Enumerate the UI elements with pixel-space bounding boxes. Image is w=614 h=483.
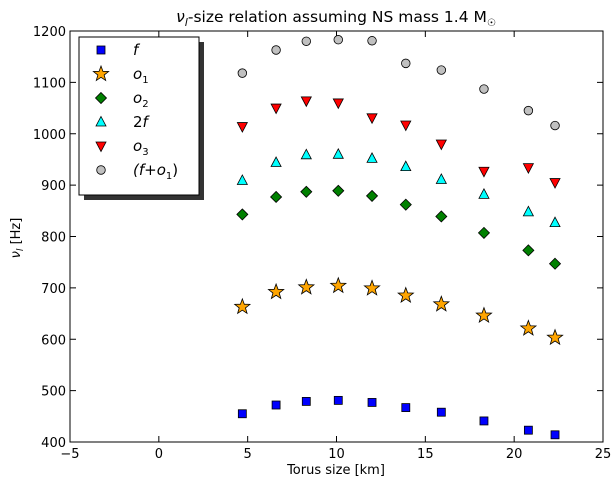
- y-tick-label: 1000: [33, 128, 66, 143]
- y-tick-label: 400: [41, 436, 66, 451]
- data-point: [551, 121, 560, 130]
- ylabel-unit: [Hz]: [9, 218, 24, 249]
- data-point: [437, 66, 446, 75]
- y-tick-label: 500: [41, 385, 66, 400]
- legend: f o1 o2 2f o3 (f+o1): [79, 37, 204, 200]
- title-text: -size relation assuming NS mass 1.4 M: [188, 8, 487, 26]
- data-point: [524, 426, 532, 434]
- x-tick-label: 0: [155, 447, 163, 462]
- chart-title: νl-size relation assuming NS mass 1.4 M☉: [176, 8, 496, 29]
- data-point: [368, 398, 376, 406]
- data-point: [368, 36, 377, 45]
- x-tick-label: 20: [506, 447, 523, 462]
- legend-label: (f+o1): [133, 161, 178, 182]
- data-point: [272, 46, 281, 55]
- title-sun-symbol: ☉: [487, 18, 496, 29]
- data-point: [238, 410, 246, 418]
- x-axis-label: Torus size [km]: [286, 463, 385, 478]
- data-point: [401, 59, 410, 68]
- x-tick-label: 10: [328, 447, 345, 462]
- x-tick-label: 15: [417, 447, 434, 462]
- data-point: [402, 404, 410, 412]
- data-point: [480, 85, 489, 94]
- data-point: [334, 396, 342, 404]
- y-axis-label: νl [Hz]: [9, 218, 26, 259]
- legend-marker: [97, 166, 106, 175]
- data-point: [524, 106, 533, 115]
- y-tick-label: 600: [41, 333, 66, 348]
- y-tick-label: 1200: [33, 25, 66, 40]
- data-point: [302, 37, 311, 46]
- ylabel-nu: ν: [9, 251, 24, 258]
- x-tick-label: 25: [595, 447, 612, 462]
- x-tick-label: 5: [244, 447, 252, 462]
- y-tick-label: 800: [41, 231, 66, 246]
- data-point: [480, 417, 488, 425]
- title-nu: ν: [176, 8, 185, 26]
- y-tick-label: 900: [41, 179, 66, 194]
- legend-marker: [97, 46, 105, 54]
- data-point: [437, 408, 445, 416]
- y-tick-label: 1100: [33, 76, 66, 91]
- data-point: [238, 69, 247, 78]
- data-point: [551, 431, 559, 439]
- data-point: [272, 401, 280, 409]
- data-point: [334, 35, 343, 44]
- data-point: [302, 397, 310, 405]
- y-tick-label: 700: [41, 282, 66, 297]
